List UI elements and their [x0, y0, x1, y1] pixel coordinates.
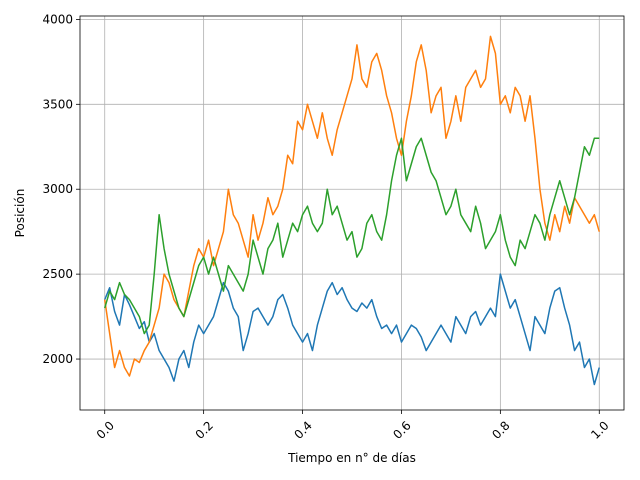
series-group — [103, 35, 600, 386]
y-axis-label: Posición — [13, 189, 27, 238]
plot-frame — [79, 15, 625, 411]
grid — [80, 16, 624, 410]
y-axis-ticks: 2000 2500 3000 3500 4000 — [42, 12, 80, 366]
x-tick-label: 0.4 — [291, 418, 314, 441]
x-tick-label: 0.0 — [94, 418, 117, 441]
series-line-2 — [103, 35, 600, 377]
x-axis-label: Tiempo en n° de días — [287, 451, 416, 465]
x-axis-ticks: 0.0 0.2 0.4 0.6 0.8 1.0 — [94, 410, 612, 442]
y-tick-label: 3000 — [42, 182, 73, 196]
series-line-1 — [104, 273, 600, 386]
x-tick-label: 0.6 — [390, 418, 413, 441]
x-tick-label: 1.0 — [588, 418, 611, 441]
series-line-3 — [104, 137, 600, 335]
y-tick-label: 4000 — [42, 12, 73, 26]
x-tick-label: 0.2 — [193, 418, 216, 441]
y-tick-label: 3500 — [42, 97, 73, 111]
y-tick-label: 2000 — [42, 352, 73, 366]
x-tick-label: 0.8 — [489, 418, 512, 441]
y-tick-label: 2500 — [42, 267, 73, 281]
